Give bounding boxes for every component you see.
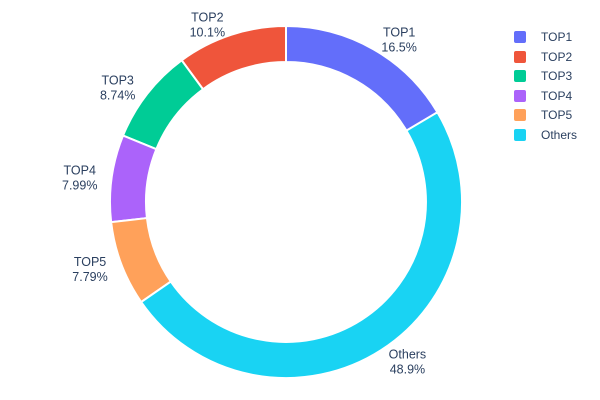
pie-slice-top2[interactable] <box>180 24 287 91</box>
pie-slice-top3[interactable] <box>121 58 205 151</box>
slice-label-percent-top5: 7.79% <box>72 270 107 284</box>
legend-label-top1: TOP1 <box>541 30 573 44</box>
slice-label-name-top3: TOP3 <box>101 73 133 87</box>
legend-item-top3[interactable]: TOP3 <box>514 70 577 82</box>
legend-label-top5: TOP5 <box>541 108 573 122</box>
legend-swatch-others <box>514 128 526 141</box>
pie-slice-others[interactable] <box>139 110 463 379</box>
slice-label-percent-others: 48.9% <box>390 362 425 376</box>
slice-label-name-others: Others <box>389 347 427 361</box>
legend-label-top4: TOP4 <box>541 88 573 103</box>
slice-label-name-top2: TOP2 <box>191 10 223 24</box>
slice-label-percent-top2: 10.1% <box>190 25 225 39</box>
pie-slice-top4[interactable] <box>109 134 158 224</box>
slice-label-percent-top4: 7.99% <box>62 179 97 193</box>
legend-swatch-top2 <box>514 50 526 63</box>
legend: TOP1 TOP2 TOP3 TOP4 TOP5 Others <box>514 31 577 141</box>
legend-item-others[interactable]: Others <box>514 127 578 142</box>
legend-item-top4[interactable]: TOP4 <box>514 88 577 103</box>
slice-label-percent-top3: 8.74% <box>100 88 135 102</box>
legend-item-top2[interactable]: TOP2 <box>514 49 577 64</box>
slice-label-percent-top1: 16.5% <box>381 41 416 55</box>
slice-label-name-top4: TOP4 <box>64 164 96 178</box>
legend-swatch-top5 <box>514 109 526 121</box>
legend-label-top3: TOP3 <box>541 69 573 83</box>
legend-label-top2: TOP2 <box>541 49 573 64</box>
legend-swatch-top1 <box>514 31 526 43</box>
legend-swatch-top3 <box>514 70 526 82</box>
legend-item-top1[interactable]: TOP1 <box>514 31 577 43</box>
legend-label-others: Others <box>541 127 578 142</box>
slice-label-name-top5: TOP5 <box>74 255 106 269</box>
slice-label-name-top1: TOP1 <box>383 26 415 40</box>
pie-slice-top5[interactable] <box>110 216 173 304</box>
legend-swatch-top4 <box>514 89 526 102</box>
legend-item-top5[interactable]: TOP5 <box>514 109 577 121</box>
